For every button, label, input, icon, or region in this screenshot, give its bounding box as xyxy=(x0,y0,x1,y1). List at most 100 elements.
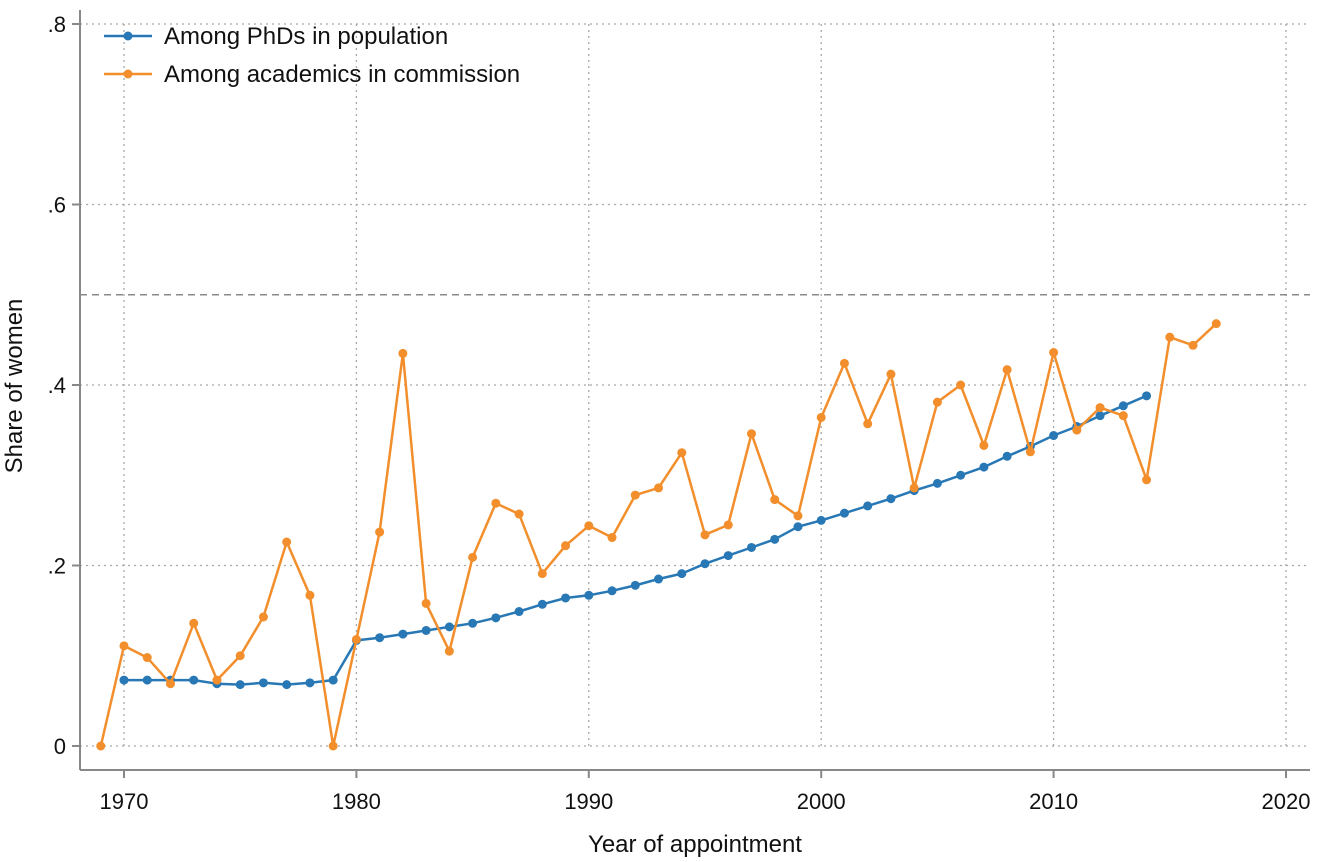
data-point-phds xyxy=(654,574,664,584)
x-tick-label: 1980 xyxy=(332,789,381,814)
data-point-commission xyxy=(444,646,454,656)
data-point-commission xyxy=(375,527,385,537)
y-axis-title: Share of women xyxy=(1,299,28,474)
data-point-commission xyxy=(630,490,640,500)
data-point-phds xyxy=(630,580,640,590)
data-point-phds xyxy=(839,508,849,518)
data-point-commission xyxy=(1142,475,1152,485)
data-point-phds xyxy=(1002,451,1012,461)
data-point-commission xyxy=(1002,365,1012,375)
series-phds xyxy=(119,391,1152,690)
x-axis-title: Year of appointment xyxy=(588,831,802,858)
x-tick-label: 1990 xyxy=(564,789,613,814)
data-point-commission xyxy=(514,509,524,519)
data-point-commission xyxy=(979,440,989,450)
data-point-phds xyxy=(375,633,385,643)
y-tick-label: .8 xyxy=(48,12,66,37)
data-point-phds xyxy=(1095,411,1105,421)
data-point-phds xyxy=(537,599,547,609)
data-point-phds xyxy=(886,494,896,504)
data-point-phds xyxy=(189,675,199,685)
data-point-phds xyxy=(816,515,826,525)
data-point-commission xyxy=(839,358,849,368)
data-point-commission xyxy=(863,419,873,429)
data-point-phds xyxy=(700,559,710,569)
data-point-commission xyxy=(468,552,478,562)
series-commission xyxy=(96,319,1221,751)
data-point-commission xyxy=(793,511,803,521)
data-point-phds xyxy=(584,590,594,600)
data-point-commission xyxy=(328,741,338,751)
data-point-phds xyxy=(119,675,129,685)
data-point-phds xyxy=(770,534,780,544)
data-point-commission xyxy=(886,369,896,379)
data-point-commission xyxy=(537,569,547,579)
data-point-phds xyxy=(979,462,989,472)
data-point-phds xyxy=(258,678,268,688)
legend-marker-commission xyxy=(123,69,133,79)
x-tick-label: 2000 xyxy=(797,789,846,814)
data-point-phds xyxy=(607,586,617,596)
legend: Among PhDs in population Among academics… xyxy=(104,23,520,88)
data-point-commission xyxy=(816,412,826,422)
y-tick-label: .6 xyxy=(48,193,66,218)
x-tick-label: 2020 xyxy=(1262,789,1311,814)
data-point-commission xyxy=(956,380,966,390)
data-point-commission xyxy=(282,537,292,547)
data-point-phds xyxy=(723,551,733,561)
data-point-commission xyxy=(398,348,408,358)
data-point-commission xyxy=(607,533,617,543)
data-point-commission xyxy=(1165,332,1175,342)
data-point-phds xyxy=(561,593,571,603)
x-tick-label: 2010 xyxy=(1029,789,1078,814)
data-point-commission xyxy=(235,651,245,661)
data-point-phds xyxy=(282,680,292,690)
data-point-commission xyxy=(189,618,199,628)
series-line-phds xyxy=(124,394,1148,686)
data-point-commission xyxy=(1025,447,1035,457)
data-point-phds xyxy=(514,607,524,617)
data-point-commission xyxy=(654,483,664,493)
data-point-phds xyxy=(863,501,873,511)
data-point-commission xyxy=(1049,348,1059,358)
y-tick-label: .4 xyxy=(48,373,66,398)
data-point-commission xyxy=(212,675,222,685)
data-point-phds xyxy=(1118,401,1128,411)
legend-label-commission: Among academics in commission xyxy=(164,61,520,88)
tick-layer: 0 .2 .4 .6 .8 1970 1980 1990 2000 2010 2020 xyxy=(48,12,1311,814)
data-point-commission xyxy=(584,521,594,531)
data-point-commission xyxy=(305,590,315,600)
data-point-phds xyxy=(421,625,431,635)
data-point-commission xyxy=(1095,403,1105,413)
data-point-commission xyxy=(909,483,919,493)
series-layer xyxy=(96,319,1221,751)
axes xyxy=(79,10,1310,771)
data-point-phds xyxy=(398,629,408,639)
data-point-phds xyxy=(491,613,501,623)
legend-label-phds: Among PhDs in population xyxy=(164,23,448,50)
data-point-commission xyxy=(700,530,710,540)
data-point-phds xyxy=(444,622,454,632)
data-point-commission xyxy=(1188,340,1198,350)
data-point-commission xyxy=(258,612,268,622)
y-tick-label: .2 xyxy=(48,554,66,579)
data-point-commission xyxy=(351,635,361,645)
data-point-commission xyxy=(677,448,687,458)
data-point-commission xyxy=(746,429,756,439)
data-point-commission xyxy=(421,598,431,608)
data-point-commission xyxy=(723,520,733,530)
x-tick-label: 1970 xyxy=(100,789,149,814)
data-point-commission xyxy=(491,498,501,508)
data-point-commission xyxy=(561,541,571,551)
data-point-commission xyxy=(1118,411,1128,421)
data-point-phds xyxy=(1049,431,1059,441)
data-point-phds xyxy=(956,470,966,480)
data-point-commission xyxy=(1211,319,1221,329)
data-point-commission xyxy=(96,741,106,751)
data-point-phds xyxy=(677,569,687,579)
data-point-commission xyxy=(119,641,129,651)
data-point-commission xyxy=(142,653,152,663)
data-point-phds xyxy=(142,675,152,685)
data-point-phds xyxy=(235,680,245,690)
data-point-phds xyxy=(328,675,338,685)
